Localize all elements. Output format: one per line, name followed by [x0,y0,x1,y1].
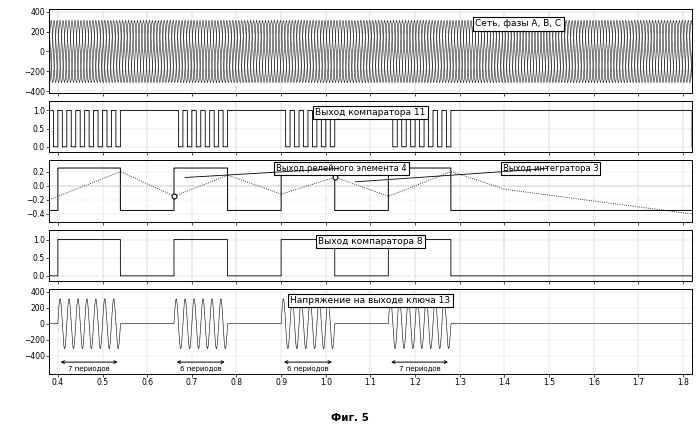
Text: Выход компаратора 11: Выход компаратора 11 [315,108,426,117]
Text: 6 периодов: 6 периодов [180,366,222,372]
Text: 6 периодов: 6 периодов [287,366,329,372]
Text: Выход интегратора 3: Выход интегратора 3 [503,164,598,173]
Text: Выход релейного элемента 4: Выход релейного элемента 4 [276,164,407,173]
Text: 7 периодов: 7 периодов [398,366,440,372]
Text: Сеть, фазы A, B, C: Сеть, фазы A, B, C [475,19,561,28]
Text: Напряжение на выходе ключа 13: Напряжение на выходе ключа 13 [290,296,451,305]
Text: Выход компаратора 8: Выход компаратора 8 [318,237,423,246]
Text: 7 периодов: 7 периодов [69,366,110,372]
Text: Фиг. 5: Фиг. 5 [331,413,368,424]
